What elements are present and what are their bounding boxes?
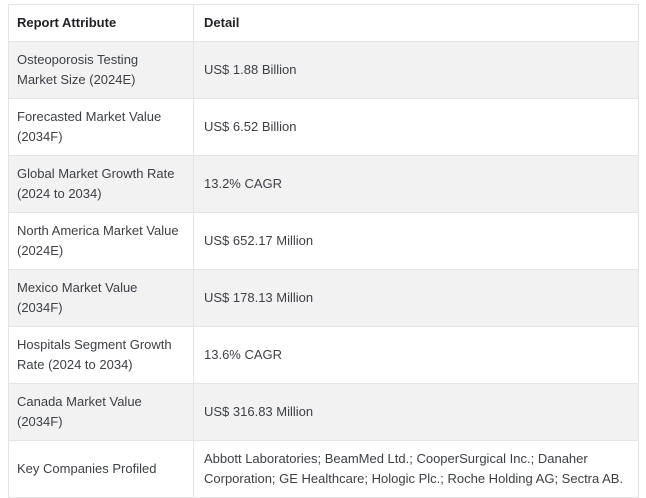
attribute-cell: North America Market Value (2024E) (8, 212, 194, 270)
table-row: North America Market Value (2024E) US$ 6… (8, 212, 639, 270)
detail-cell: US$ 178.13 Million (193, 269, 639, 327)
report-attribute-table: Report Attribute Detail Osteoporosis Tes… (8, 4, 639, 498)
attribute-cell: Key Companies Profiled (8, 440, 194, 498)
page: Report Attribute Detail Osteoporosis Tes… (8, 4, 639, 498)
column-header-detail: Detail (193, 4, 639, 42)
table-body: Osteoporosis Testing Market Size (2024E)… (8, 41, 639, 498)
table-row: Canada Market Value (2034F) US$ 316.83 M… (8, 383, 639, 441)
table-row: Key Companies Profiled Abbott Laboratori… (8, 440, 639, 498)
table-row: Hospitals Segment Growth Rate (2024 to 2… (8, 326, 639, 384)
table-row: Forecasted Market Value (2034F) US$ 6.52… (8, 98, 639, 156)
header-row: Report Attribute Detail (8, 4, 639, 42)
detail-cell: 13.6% CAGR (193, 326, 639, 384)
table-header: Report Attribute Detail (8, 4, 639, 42)
attribute-cell: Forecasted Market Value (2034F) (8, 98, 194, 156)
table-row: Mexico Market Value (2034F) US$ 178.13 M… (8, 269, 639, 327)
detail-cell: 13.2% CAGR (193, 155, 639, 213)
detail-cell: US$ 6.52 Billion (193, 98, 639, 156)
attribute-cell: Canada Market Value (2034F) (8, 383, 194, 441)
attribute-cell: Osteoporosis Testing Market Size (2024E) (8, 41, 194, 99)
detail-cell: US$ 652.17 Million (193, 212, 639, 270)
detail-cell: US$ 1.88 Billion (193, 41, 639, 99)
detail-cell: Abbott Laboratories; BeamMed Ltd.; Coope… (193, 440, 639, 498)
attribute-cell: Global Market Growth Rate (2024 to 2034) (8, 155, 194, 213)
detail-cell: US$ 316.83 Million (193, 383, 639, 441)
table-row: Osteoporosis Testing Market Size (2024E)… (8, 41, 639, 99)
attribute-cell: Hospitals Segment Growth Rate (2024 to 2… (8, 326, 194, 384)
column-header-report-attribute: Report Attribute (8, 4, 194, 42)
table-row: Global Market Growth Rate (2024 to 2034)… (8, 155, 639, 213)
attribute-cell: Mexico Market Value (2034F) (8, 269, 194, 327)
